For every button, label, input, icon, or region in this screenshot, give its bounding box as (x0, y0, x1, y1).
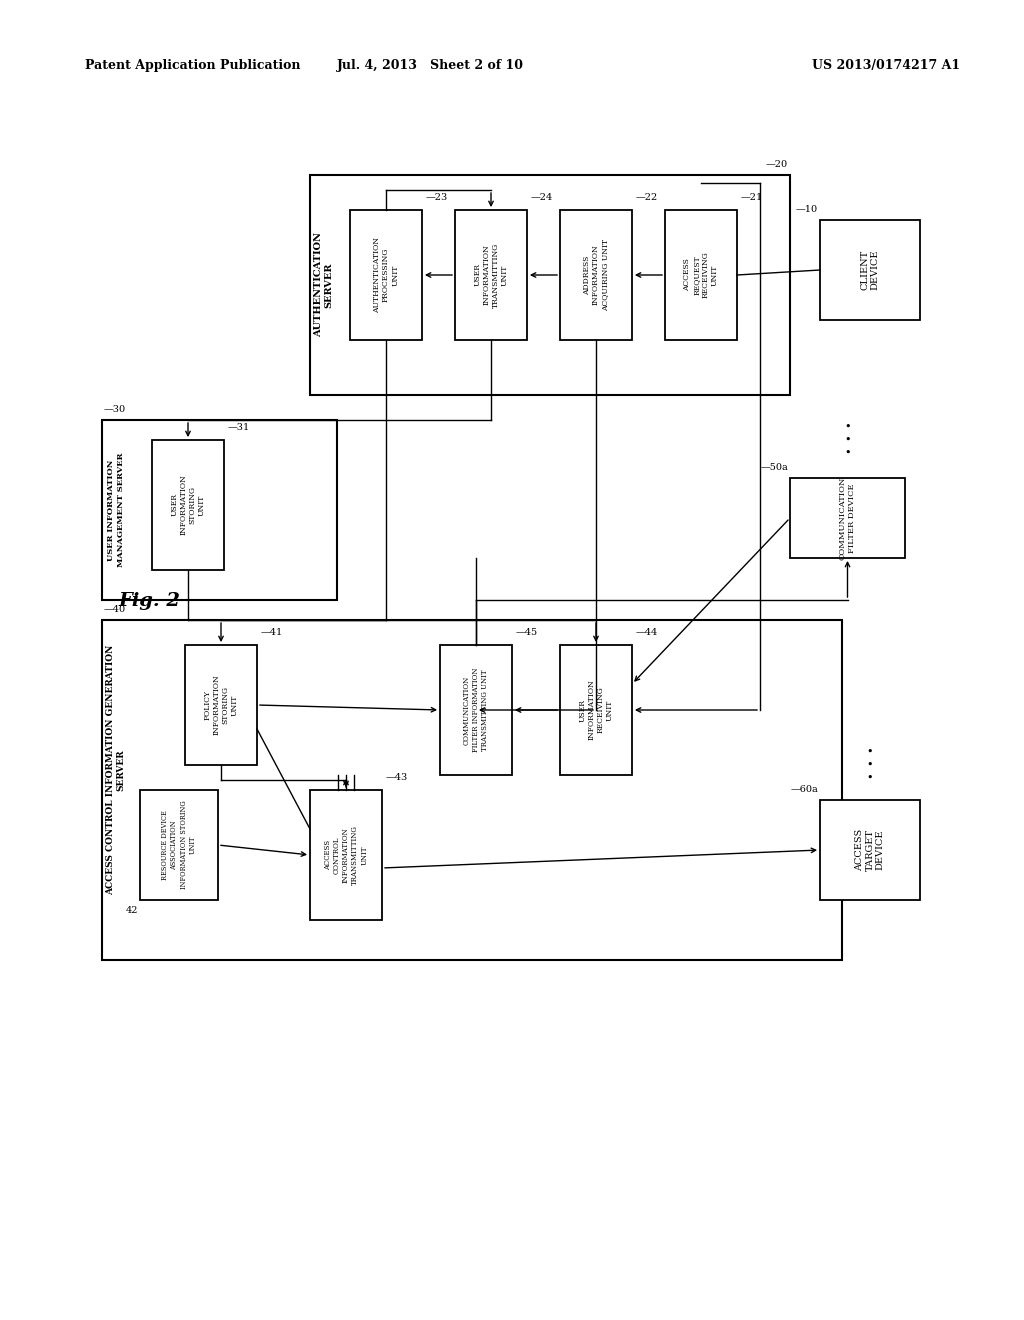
Text: —43: —43 (386, 774, 409, 781)
Text: —40: —40 (104, 605, 126, 614)
Text: •: • (866, 760, 873, 770)
Text: Patent Application Publication: Patent Application Publication (85, 58, 300, 71)
Text: —10: —10 (796, 205, 818, 214)
Text: USER
INFORMATION
TRANSMITTING
UNIT: USER INFORMATION TRANSMITTING UNIT (473, 243, 509, 308)
Bar (560, 645, 632, 775)
Bar (455, 210, 527, 341)
Bar (820, 220, 920, 319)
Bar (350, 210, 422, 341)
Text: —30: —30 (104, 405, 126, 414)
Text: ACCESS CONTROL INFORMATION GENERATION
SERVER: ACCESS CONTROL INFORMATION GENERATION SE… (106, 644, 126, 895)
Text: —21: —21 (741, 193, 763, 202)
Text: •: • (866, 747, 873, 756)
Bar (665, 210, 737, 341)
Bar (152, 440, 224, 570)
Text: AUTHENTICATION
PROCESSING
UNIT: AUTHENTICATION PROCESSING UNIT (373, 238, 399, 313)
Text: •: • (844, 422, 851, 432)
Text: —22: —22 (636, 193, 658, 202)
Bar (560, 210, 632, 341)
Text: —41: —41 (261, 628, 284, 638)
Text: Fig. 2: Fig. 2 (118, 591, 180, 610)
Text: CLIENT
DEVICE: CLIENT DEVICE (860, 249, 880, 290)
Text: —23: —23 (426, 193, 449, 202)
Text: COMMUNICATION
FILTER INFORMATION
TRANSMITTING UNIT: COMMUNICATION FILTER INFORMATION TRANSMI… (463, 668, 489, 752)
Text: US 2013/0174217 A1: US 2013/0174217 A1 (812, 58, 961, 71)
Text: AUTHENTICATION
SERVER: AUTHENTICATION SERVER (314, 232, 334, 338)
Bar (790, 478, 905, 558)
Text: Jul. 4, 2013   Sheet 2 of 10: Jul. 4, 2013 Sheet 2 of 10 (337, 58, 523, 71)
Text: •: • (866, 774, 873, 783)
Bar (820, 800, 920, 900)
Text: —45: —45 (516, 628, 539, 638)
Text: —60a: —60a (791, 785, 818, 795)
Text: •: • (844, 447, 851, 458)
Text: 42: 42 (126, 906, 138, 915)
Text: ACCESS
CONTROL
INFORMATION
TRANSMITTING
UNIT: ACCESS CONTROL INFORMATION TRANSMITTING … (324, 825, 369, 884)
Text: USER INFORMATION
MANAGEMENT SERVER: USER INFORMATION MANAGEMENT SERVER (108, 453, 125, 568)
Text: ADDRESS
INFORMATION
ACQUIRING UNIT: ADDRESS INFORMATION ACQUIRING UNIT (583, 239, 609, 312)
Text: —20: —20 (766, 160, 788, 169)
Text: •: • (844, 436, 851, 445)
Bar (185, 645, 257, 766)
Text: COMMUNICATION
FILTER DEVICE: COMMUNICATION FILTER DEVICE (839, 477, 856, 560)
Bar (310, 176, 790, 395)
Text: ACCESS
TARGET
DEVICE: ACCESS TARGET DEVICE (855, 829, 885, 871)
Text: RESOURCE DEVICE
ASSOCIATION
INFORMATION STORING
UNIT: RESOURCE DEVICE ASSOCIATION INFORMATION … (161, 801, 197, 890)
Text: POLICY
INFORMATION
STORING
UNIT: POLICY INFORMATION STORING UNIT (203, 675, 239, 735)
Bar (140, 789, 218, 900)
Bar (440, 645, 512, 775)
Text: ACCESS
REQUEST
RECEIVING
UNIT: ACCESS REQUEST RECEIVING UNIT (683, 252, 719, 298)
Bar (102, 420, 337, 601)
Text: —31: —31 (228, 422, 250, 432)
Text: USER
INFORMATION
RECEIVING
UNIT: USER INFORMATION RECEIVING UNIT (579, 680, 613, 741)
Text: —50a: —50a (760, 463, 788, 473)
Text: —24: —24 (531, 193, 553, 202)
Text: USER
INFORMATION
STORING
UNIT: USER INFORMATION STORING UNIT (170, 475, 206, 536)
Bar (310, 789, 382, 920)
Text: —44: —44 (636, 628, 658, 638)
Bar (102, 620, 842, 960)
